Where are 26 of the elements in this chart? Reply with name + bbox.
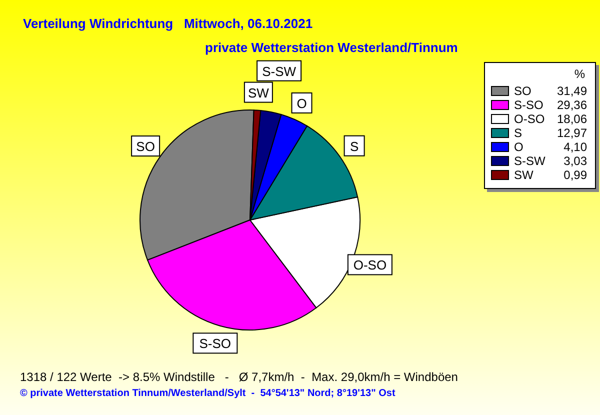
chart-title: Verteilung Windrichtung Mittwoch, 06.10.2021 xyxy=(23,16,313,31)
legend-label: SO xyxy=(514,84,532,98)
data-label: 3,03 xyxy=(564,154,588,168)
slice-label: SO xyxy=(136,139,155,154)
text: 1318 / 122 Werte -> 8.5% Windstille - Ø 7,7km/h - Max. 29,0km/h = Windböen xyxy=(20,370,458,384)
legend-label: S-SW xyxy=(514,154,546,168)
slice-label: O-SO xyxy=(353,258,387,273)
data-label: 12,97 xyxy=(556,126,588,140)
data-label: 29,36 xyxy=(556,98,588,112)
data-label: 18,06 xyxy=(556,112,588,126)
legend-label: S xyxy=(514,126,524,140)
data-label: 4,10 xyxy=(564,140,588,154)
legend-label: O xyxy=(514,140,524,154)
legend-title: % xyxy=(573,67,586,81)
slice-label: S xyxy=(350,138,359,154)
text: © private Wetterstation Tinnum/Westerland/Sylt - 54°54'13" Nord; 8°19'13" Ost xyxy=(20,388,396,399)
slice-label: O xyxy=(296,96,307,111)
legend-label: S-SO xyxy=(514,98,544,112)
data-label: 0,99 xyxy=(564,168,588,182)
slice-label: S-SO xyxy=(199,336,232,352)
legend-label: SW xyxy=(514,168,534,182)
data-label: 31,49 xyxy=(556,84,588,98)
slice-label: SW xyxy=(248,85,270,100)
legend-label: O-SO xyxy=(514,112,546,126)
slice-label: S-SW xyxy=(262,64,297,79)
chart-subtitle: private Wetterstation Westerland/Tinnum xyxy=(205,40,458,55)
